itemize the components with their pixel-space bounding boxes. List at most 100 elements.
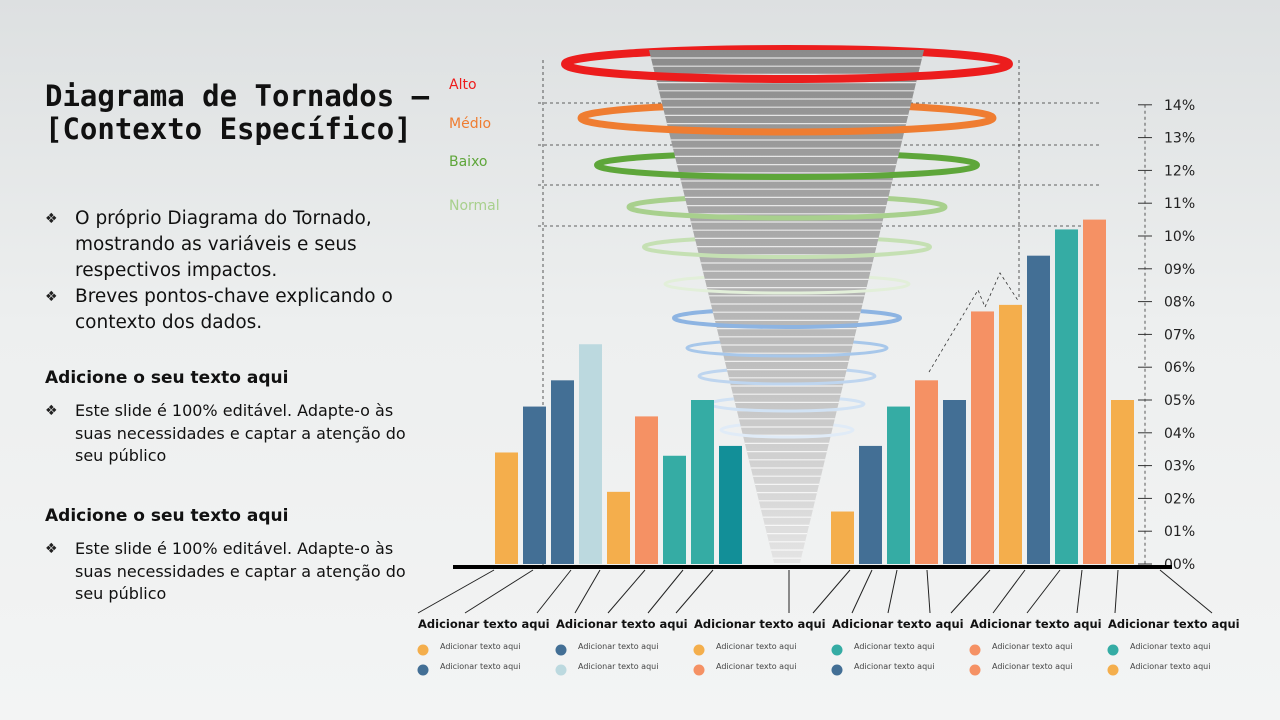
y-tick-label: 01% [1164,524,1195,540]
level-labels: Alto Médio Baixo Normal [449,77,500,214]
bar [831,511,854,564]
leader-line [647,569,684,614]
tornado-ring-front [626,205,948,221]
bar [943,400,966,564]
bar [523,406,546,564]
diamond-bullet-icon: ❖ [45,403,58,419]
y-tick-label: 12% [1164,163,1195,179]
bar [1083,219,1106,564]
legend-dot [555,664,567,676]
y-tick-label: 07% [1164,327,1195,343]
tornado-ring-front [708,403,866,413]
legend-label: Adicionar texto aqui [716,662,796,671]
legend-dot [417,644,429,656]
legend-label: Adicionar texto aqui [1130,642,1210,651]
legend-dot [417,664,429,676]
tornado-ring-front [577,116,997,136]
leader-line [1076,569,1083,614]
y-tick-label: 04% [1164,426,1195,442]
section-bullet: ❖ Este slide é 100% editável. Adapte-o às… [45,400,425,468]
legend-label: Adicionar texto aqui [1130,662,1210,671]
tornado-ring-front [672,317,902,329]
section-bullet-text: Este slide é 100% editável. Adapte-o às … [75,539,406,603]
leader-line [926,569,931,614]
diamond-bullet-icon: ❖ [45,541,58,557]
tornado-ring-front [663,283,911,295]
tornado-ring-front [561,61,1013,83]
section-bullet: ❖ Este slide é 100% editável. Adapte-o às… [45,538,425,606]
leader-line [950,569,991,614]
bar [663,455,686,564]
tornado-ring-front [719,429,855,439]
leader-line [1159,569,1213,614]
category-label: Adicionar texto aqui [1108,617,1240,631]
legend-label: Adicionar texto aqui [440,642,520,651]
legend-label: Adicionar texto aqui [578,662,658,671]
category-label: Adicionar texto aqui [832,617,964,631]
diamond-bullet-icon: ❖ [45,289,58,305]
leader-line [851,569,873,614]
bar [551,380,574,564]
bar [1111,400,1134,564]
bar [1027,255,1050,564]
legend-dot [693,644,705,656]
tornado-ring-front [642,246,932,259]
legend-dot [969,664,981,676]
bar [915,380,938,564]
bar [719,445,742,564]
y-tick-label: 05% [1164,393,1195,409]
bar [607,491,630,564]
y-tick-label: 03% [1164,459,1195,475]
tornado-ring-back [561,45,1013,67]
leader-line [675,569,714,614]
leader-line [992,569,1026,614]
legend-label: Adicionar texto aqui [578,642,658,651]
leader-line [812,569,851,614]
intro-bullet-text: O próprio Diagrama do Tornado, mostrando… [75,208,372,281]
tornado-rings-front [561,61,1013,439]
leader-line [607,569,646,614]
baseline-and-leaders [417,565,1213,614]
legend-label: Adicionar texto aqui [440,662,520,671]
y-tick-label: 06% [1164,360,1195,376]
legend-label: Adicionar texto aqui [716,642,796,651]
bar [999,304,1022,564]
bar [859,445,882,564]
section-heading: Adicione o seu texto aqui [45,506,289,526]
category-label: Adicionar texto aqui [418,617,550,631]
legend-label: Adicionar texto aqui [854,662,934,671]
section-heading: Adicione o seu texto aqui [45,368,289,388]
category-label: Adicionar texto aqui [556,617,688,631]
leader-line [1026,569,1061,614]
level-label: Médio [449,116,491,132]
diamond-bullet-icon: ❖ [45,211,58,227]
tornado-ring-front [594,163,980,180]
annotation-line [928,272,1020,373]
legend-dot [1107,664,1119,676]
legend-dot [1107,644,1119,656]
legend-dot [969,644,981,656]
level-label: Alto [449,77,477,93]
bar-group [495,219,1134,564]
category-label: Adicionar texto aqui [970,617,1102,631]
bar [887,406,910,564]
section-bullet-list: ❖ Este slide é 100% editável. Adapte-o às… [45,400,425,468]
category-labels: Adicionar texto aqui Adicionar texto aqui… [417,617,1240,676]
bar [635,416,658,564]
intro-bullet: ❖ Breves pontos-chave explicando o contex… [45,284,425,336]
legend-label: Adicionar texto aqui [854,642,934,651]
y-tick-label: 11% [1164,196,1195,212]
intro-bullet-list: ❖ O próprio Diagrama do Tornado, mostrand… [45,206,425,336]
leader-line [464,569,534,614]
bar [1055,229,1078,564]
leader-line [417,569,495,614]
leader-line [536,569,572,614]
leader-line [887,569,898,614]
intro-bullet: ❖ O próprio Diagrama do Tornado, mostrand… [45,206,425,284]
legend-dot [831,644,843,656]
y-tick-label: 13% [1164,131,1195,147]
legend-label: Adicionar texto aqui [992,662,1072,671]
y-tick-label: 08% [1164,295,1195,311]
section-bullet-text: Este slide é 100% editável. Adapte-o às … [75,401,406,465]
